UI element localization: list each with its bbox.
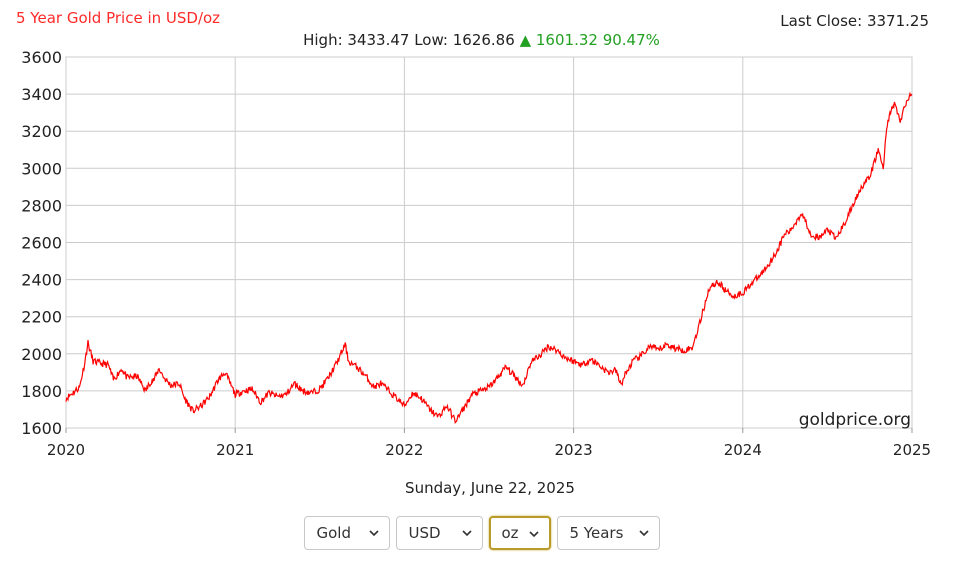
metal-select[interactable]: Gold	[303, 516, 390, 550]
period-select-value: 5 Years	[569, 524, 624, 542]
y-tick-label: 3000	[21, 159, 62, 178]
x-axis-ticks: 2020 2021 2022 2023 2024 2025	[47, 441, 931, 459]
x-tick-label: 2022	[385, 441, 423, 459]
y-tick-label: 2200	[21, 308, 62, 327]
y-tick-label: 1800	[21, 382, 62, 401]
period-select[interactable]: 5 Years	[556, 516, 660, 550]
chevron-down-icon	[368, 530, 379, 537]
chart-title: 5 Year Gold Price in USD/oz	[16, 9, 221, 27]
y-axis-ticks: 1600 1800 2000 2200 2400 2600 2800 3000 3200 3400…	[21, 48, 62, 438]
x-tick-label: 2021	[216, 441, 254, 459]
last-close-label: Last Close: 3371.25	[780, 12, 929, 30]
chevron-down-icon	[528, 531, 539, 538]
unit-select[interactable]: oz	[488, 516, 551, 550]
date-label: Sunday, June 22, 2025	[405, 479, 575, 497]
x-tick-label: 2025	[893, 441, 931, 459]
currency-select[interactable]: USD	[395, 516, 483, 550]
y-tick-label: 2800	[21, 196, 62, 215]
up-arrow-icon: ▲	[519, 31, 532, 49]
chevron-down-icon	[461, 530, 472, 537]
unit-select-value: oz	[501, 524, 519, 542]
chart-grid	[65, 56, 913, 433]
price-series-line	[65, 91, 913, 424]
currency-select-value: USD	[408, 524, 441, 542]
x-tick-label: 2020	[47, 441, 85, 459]
y-tick-label: 1600	[21, 419, 62, 438]
price-chart: 1600 1800 2000 2200 2400 2600 2800 3000 3200 3400…	[21, 48, 931, 459]
metal-select-value: Gold	[316, 524, 352, 542]
high-low-text: High: 3433.47 Low: 1626.86	[303, 31, 515, 49]
y-tick-label: 3400	[21, 85, 62, 104]
y-tick-label: 2000	[21, 345, 62, 364]
change-text: 1601.32 90.47%	[535, 31, 660, 49]
y-tick-label: 2400	[21, 271, 62, 290]
x-tick-label: 2023	[555, 441, 593, 459]
y-tick-label: 3600	[21, 48, 62, 67]
y-tick-label: 3200	[21, 122, 62, 141]
chart-controls: Gold USD oz 5 Years	[0, 516, 963, 550]
watermark-text: goldprice.org	[799, 410, 911, 430]
x-tick-label: 2024	[724, 441, 762, 459]
price-stats: High: 3433.47 Low: 1626.86 ▲ 1601.32 90.…	[0, 31, 963, 49]
y-tick-label: 2600	[21, 234, 62, 253]
chevron-down-icon	[638, 530, 649, 537]
